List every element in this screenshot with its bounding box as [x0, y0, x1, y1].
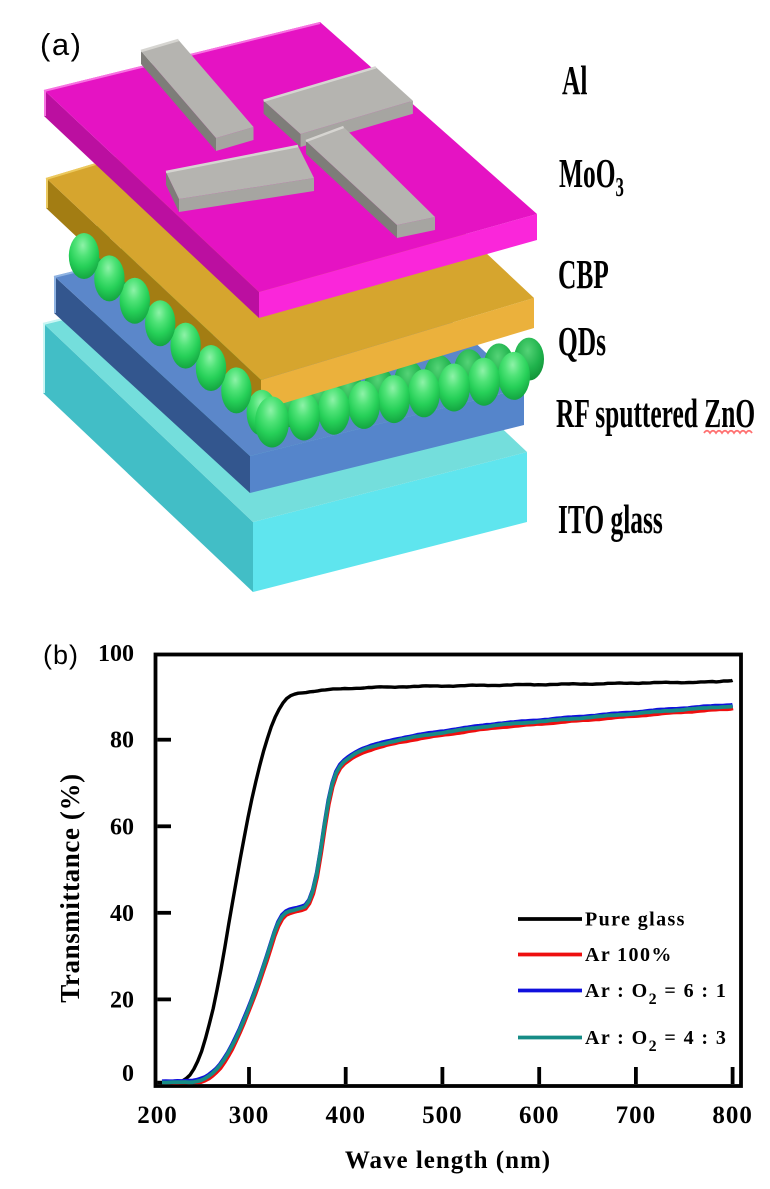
svg-text:700: 700 — [616, 1102, 657, 1129]
svg-text:80: 80 — [110, 728, 134, 754]
svg-text:QDs: QDs — [558, 320, 606, 364]
svg-text:20: 20 — [110, 987, 134, 1013]
svg-text:Wave length (nm): Wave length (nm) — [345, 1147, 551, 1174]
svg-text:(b): (b) — [43, 640, 79, 670]
svg-text:Pure glass: Pure glass — [585, 909, 686, 931]
svg-text:60: 60 — [110, 814, 134, 840]
svg-text:CBP: CBP — [558, 253, 609, 297]
svg-text:Al: Al — [562, 59, 587, 103]
svg-text:100: 100 — [98, 641, 134, 667]
svg-text:200: 200 — [137, 1102, 178, 1129]
svg-text:RF sputtered ZnO: RF sputtered ZnO — [556, 392, 755, 436]
svg-text:0: 0 — [122, 1061, 134, 1087]
svg-text:ITO glass: ITO glass — [558, 498, 663, 542]
svg-text:(a): (a) — [40, 27, 82, 62]
svg-text:400: 400 — [325, 1102, 366, 1129]
svg-text:Ar 100%: Ar 100% — [585, 944, 673, 966]
svg-text:40: 40 — [110, 901, 134, 927]
svg-text:600: 600 — [519, 1102, 560, 1129]
svg-text:500: 500 — [422, 1102, 463, 1129]
svg-text:800: 800 — [712, 1102, 753, 1129]
svg-text:MoO3: MoO3 — [559, 152, 624, 202]
svg-text:Transmittance (%): Transmittance (%) — [55, 773, 85, 1002]
svg-text:300: 300 — [229, 1102, 270, 1129]
